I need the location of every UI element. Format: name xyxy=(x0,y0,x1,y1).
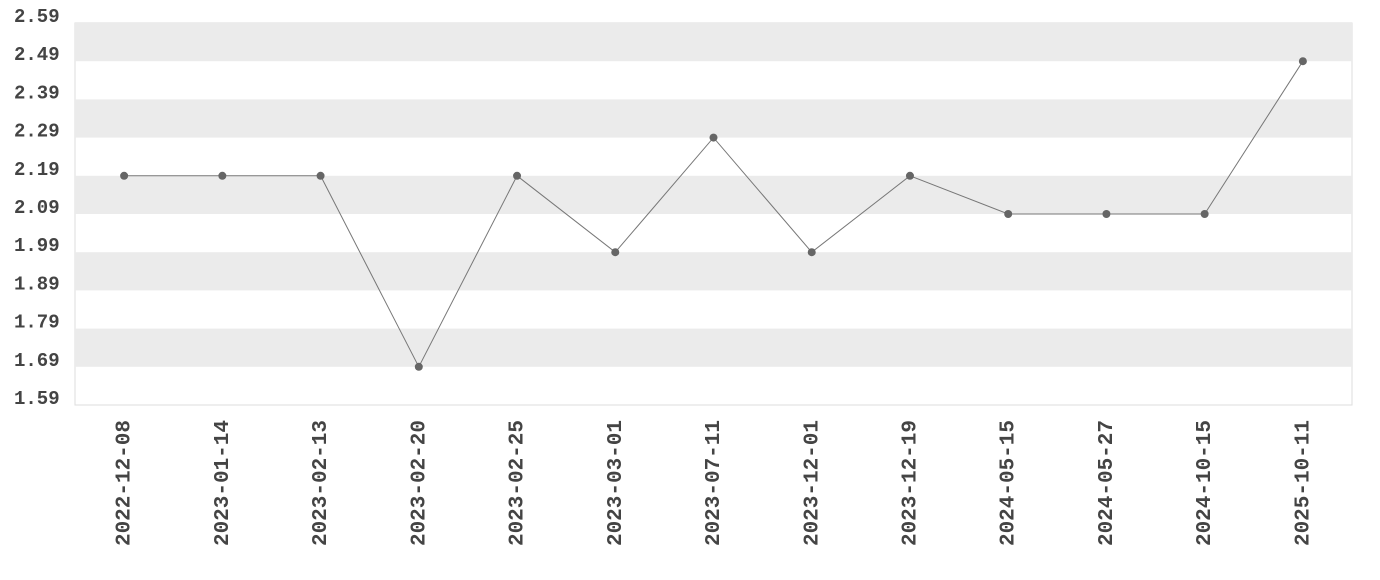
x-tick-label: 2024-10-15 xyxy=(1194,420,1217,546)
x-tick-label: 2023-12-01 xyxy=(801,420,824,546)
grid-band xyxy=(75,23,1352,62)
point xyxy=(120,171,129,180)
grid-band xyxy=(75,99,1352,138)
x-tick-label: 2025-10-11 xyxy=(1292,420,1315,546)
y-tick-label: 2.09 xyxy=(14,197,60,219)
x-tick-label: 2024-05-27 xyxy=(1096,420,1119,546)
x-tick-label: 2023-03-01 xyxy=(605,420,628,546)
x-tick-label: 2023-02-25 xyxy=(507,420,530,546)
x-tick-label: 2023-12-19 xyxy=(900,420,923,546)
point xyxy=(414,362,423,371)
x-tick-label: 2023-02-20 xyxy=(408,420,431,546)
point xyxy=(905,171,914,180)
y-tick-label: 1.59 xyxy=(14,388,60,410)
grid-band xyxy=(75,175,1352,214)
point xyxy=(218,171,227,180)
y-tick-label: 1.79 xyxy=(14,312,60,334)
y-tick-label: 1.89 xyxy=(14,273,60,295)
x-tick-label: 2023-07-11 xyxy=(703,420,726,546)
x-tick-label: 2023-02-13 xyxy=(310,420,333,546)
point xyxy=(709,133,718,142)
y-tick-label: 2.39 xyxy=(14,82,60,104)
point xyxy=(611,248,620,257)
grid-band xyxy=(75,252,1352,291)
point xyxy=(1200,210,1209,218)
point xyxy=(1102,210,1111,218)
grid-band xyxy=(75,328,1352,367)
y-tick-label: 1.69 xyxy=(14,350,60,372)
y-tick-label: 2.29 xyxy=(14,121,60,143)
y-tick-label: 2.19 xyxy=(14,159,60,181)
y-tick-label: 1.99 xyxy=(14,235,60,257)
point xyxy=(1004,210,1013,218)
x-tick-label: 2024-05-15 xyxy=(998,420,1021,546)
point xyxy=(1298,57,1307,66)
point xyxy=(316,171,325,180)
x-tick-label: 2023-01-14 xyxy=(212,420,235,546)
point xyxy=(807,248,816,257)
y-tick-label: 2.49 xyxy=(14,44,60,66)
point xyxy=(513,171,522,180)
y-tick-label: 2.59 xyxy=(14,6,60,28)
x-tick-label: 2022-12-08 xyxy=(114,420,137,546)
